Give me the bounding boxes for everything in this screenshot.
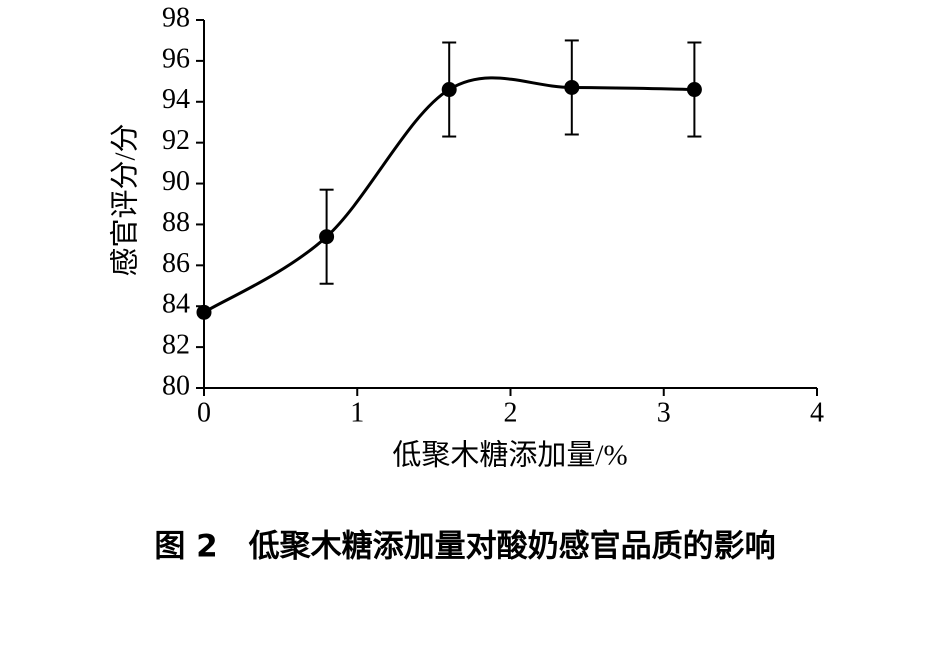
y-tick-label: 84 xyxy=(162,289,190,320)
point xyxy=(441,82,457,98)
y-tick-label: 92 xyxy=(162,125,190,156)
y-tick-label: 90 xyxy=(162,166,190,197)
x-tick-label: 1 xyxy=(350,397,364,428)
point xyxy=(686,82,702,98)
y-tick-label: 98 xyxy=(162,2,190,33)
x-tick-label: 3 xyxy=(657,397,671,428)
point xyxy=(564,79,580,95)
line xyxy=(203,76,695,314)
y-tick-label: 80 xyxy=(162,370,190,401)
y-tick-label: 82 xyxy=(162,330,190,361)
y-tick-label: 88 xyxy=(162,207,190,238)
point xyxy=(319,229,335,245)
y-tick-label: 96 xyxy=(162,43,190,74)
point xyxy=(196,304,212,320)
x-tick-label: 0 xyxy=(197,397,211,428)
y-axis-title: 感官评分/分 xyxy=(109,123,142,276)
figure-caption: 图 2 低聚木糖添加量对酸奶感官品质的影响 xyxy=(154,529,775,565)
y-tick-label: 86 xyxy=(162,248,190,279)
x-axis-title: 低聚木糖添加量/% xyxy=(392,439,627,472)
y-tick-label: 94 xyxy=(162,84,190,115)
x-tick-label: 4 xyxy=(810,397,824,428)
x-tick-label: 2 xyxy=(504,397,518,428)
